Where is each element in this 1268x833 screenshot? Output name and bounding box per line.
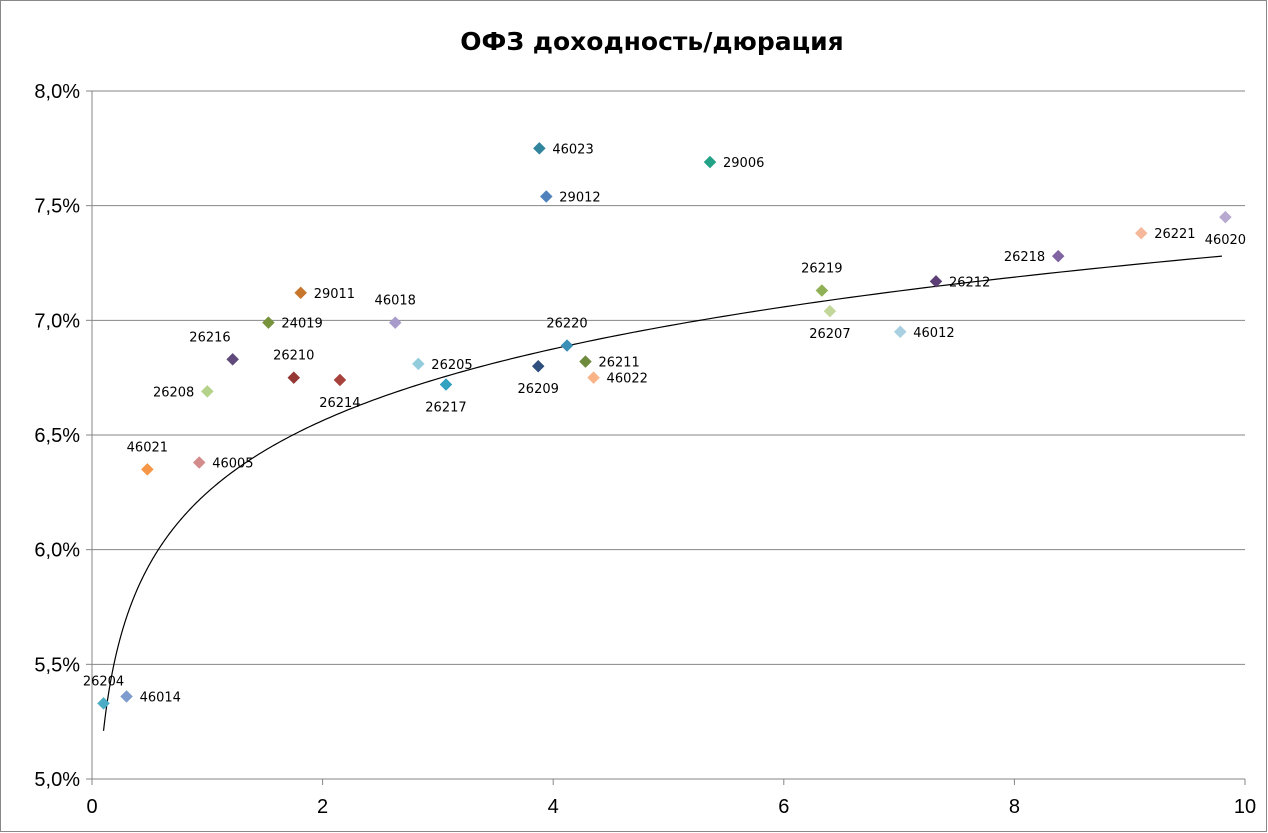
data-label: 26218 [1004, 250, 1045, 265]
gridlines [92, 90, 1245, 780]
x-tick-label: 4 [548, 796, 559, 818]
data-point [200, 385, 214, 398]
data-label: 29006 [723, 156, 764, 171]
data-point [192, 456, 206, 469]
data-label: 26212 [949, 275, 990, 290]
data-label: 46021 [127, 440, 168, 455]
y-tick-label: 5,5% [34, 654, 80, 676]
x-tick-label: 8 [1009, 796, 1020, 818]
data-label: 26204 [83, 674, 124, 689]
trendline-layer [102, 255, 1222, 731]
data-label: 46018 [375, 294, 416, 309]
data-point [140, 463, 154, 476]
axes [86, 90, 1246, 785]
data-label: 46023 [552, 142, 593, 157]
data-label: 29012 [559, 190, 600, 205]
tick-labels: 5,0% 5,5% 6,0% 6,5% 7,0% 7,5% 8,0% 0 2 4 6 8 10 [34, 81, 1256, 818]
y-tick-label: 7,5% [34, 196, 80, 218]
data-label: 26214 [319, 396, 360, 411]
trendline [102, 255, 1222, 731]
data-points [97, 141, 1232, 710]
data-point [929, 274, 943, 288]
data-label: 26209 [518, 382, 559, 397]
y-tick-label: 8,0% [34, 81, 80, 103]
data-point [703, 155, 717, 169]
data-point [533, 141, 546, 155]
data-label: 26217 [425, 401, 466, 416]
data-point [560, 339, 574, 352]
data-point [823, 304, 837, 318]
data-label: 26211 [598, 356, 639, 371]
x-tick-label: 6 [778, 796, 789, 818]
data-point [531, 359, 545, 373]
data-label: 46020 [1205, 233, 1246, 248]
data-point [411, 357, 425, 371]
data-point [1051, 249, 1065, 263]
data-point [815, 284, 829, 297]
data-point [226, 352, 240, 366]
data-point [287, 371, 301, 385]
data-label: 26207 [809, 327, 850, 342]
data-label: 24019 [281, 317, 322, 332]
data-labels: 26204 46014 46021 46005 26208 26216 24019 26210… [83, 142, 1246, 705]
data-point [333, 373, 347, 387]
data-point [579, 355, 592, 368]
data-point [1219, 210, 1232, 224]
data-label: 26205 [431, 358, 472, 373]
y-tick-label: 6,0% [34, 540, 80, 562]
data-label: 26219 [801, 262, 842, 277]
data-label: 46022 [607, 372, 648, 387]
data-label: 46012 [913, 326, 954, 341]
data-label: 26216 [189, 330, 230, 345]
data-point [388, 316, 402, 329]
data-label: 26221 [1154, 227, 1195, 242]
x-tick-label: 10 [1234, 796, 1256, 818]
data-label: 29011 [314, 287, 355, 302]
data-point [97, 696, 110, 710]
data-label: 26210 [273, 349, 314, 364]
data-point [587, 371, 600, 385]
y-tick-label: 7,0% [34, 310, 80, 332]
y-tick-label: 5,0% [34, 769, 80, 791]
chart-title: ОФЗ доходность/дюрация [460, 27, 843, 56]
data-point [539, 190, 553, 203]
data-point [262, 316, 275, 329]
x-tick-label: 2 [317, 796, 328, 818]
data-label: 26220 [546, 317, 587, 332]
data-point [893, 325, 907, 339]
data-point [120, 690, 133, 703]
data-label: 26208 [153, 385, 194, 400]
data-label: 46014 [140, 690, 181, 705]
x-tick-label: 0 [86, 796, 97, 818]
data-point [294, 286, 308, 300]
data-label: 46005 [212, 457, 253, 472]
y-tick-label: 6,5% [34, 425, 80, 447]
data-point [439, 378, 453, 391]
data-point [1134, 226, 1148, 240]
